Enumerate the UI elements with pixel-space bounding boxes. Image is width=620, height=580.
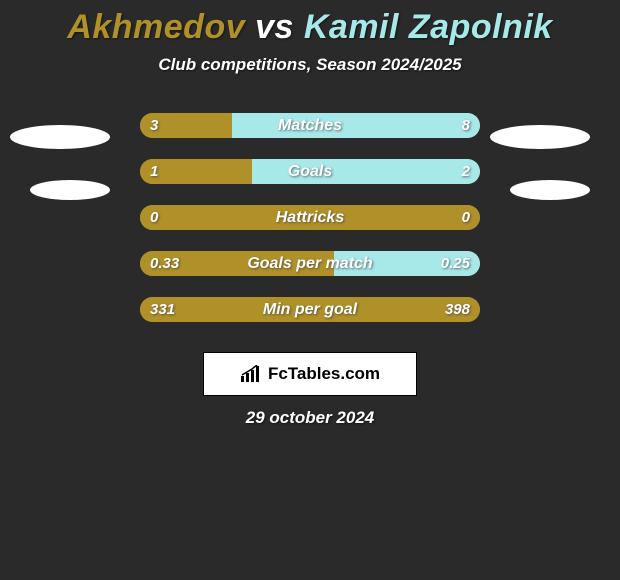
stat-row: 331398Min per goal — [0, 297, 620, 322]
title-player2: Kamil Zapolnik — [304, 8, 553, 46]
date-label: 29 october 2024 — [0, 408, 620, 428]
stat-label: Goals per match — [140, 251, 480, 276]
subtitle: Club competitions, Season 2024/2025 — [0, 55, 620, 75]
page-title: Akhmedov vs Kamil Zapolnik — [0, 0, 620, 47]
stat-label: Hattricks — [140, 205, 480, 230]
title-player1: Akhmedov — [67, 8, 245, 46]
left-ellipse — [10, 125, 110, 149]
brand-badge: FcTables.com — [203, 352, 417, 396]
stat-row: 00Hattricks — [0, 205, 620, 230]
stat-label: Matches — [140, 113, 480, 138]
left-ellipse — [30, 180, 110, 200]
stat-row: 12Goals — [0, 159, 620, 184]
stat-row: 0.330.25Goals per match — [0, 251, 620, 276]
right-ellipse — [510, 180, 590, 200]
title-vs: vs — [255, 8, 294, 46]
comparison-infographic: Akhmedov vs Kamil Zapolnik Club competit… — [0, 0, 620, 580]
chart-icon — [240, 365, 262, 383]
stat-label: Goals — [140, 159, 480, 184]
brand-text: FcTables.com — [268, 364, 380, 384]
right-ellipse — [490, 125, 590, 149]
stat-label: Min per goal — [140, 297, 480, 322]
